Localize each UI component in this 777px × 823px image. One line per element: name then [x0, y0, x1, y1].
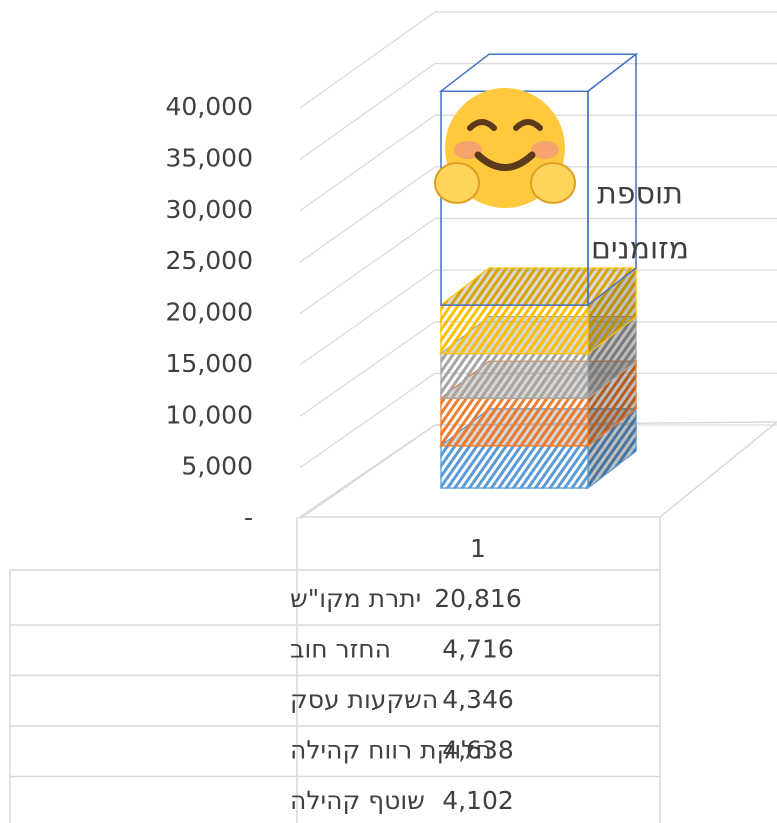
y-tick-label: 25,000: [166, 246, 253, 275]
grid-line: [299, 63, 777, 160]
legend-label: חלוקת רווח קהילה: [290, 736, 492, 765]
data-label: 4,102: [442, 786, 514, 815]
y-tick-label: 35,000: [166, 143, 253, 172]
y-tick-label: 30,000: [166, 195, 253, 224]
grid-line: [299, 372, 777, 469]
annotation: תוספת: [597, 177, 683, 212]
legend-label: יתרת מקו"ש: [290, 584, 421, 613]
legend-label: שוטף קהילה: [290, 786, 425, 815]
grid-line: [299, 269, 777, 366]
bar: [440, 352, 589, 399]
grid-line: [299, 217, 777, 314]
grid-line: [299, 166, 777, 263]
data-label: 4,716: [442, 635, 514, 664]
bar-top: [438, 53, 639, 92]
bar-side-shade: [588, 361, 636, 446]
data-label: 4,346: [442, 685, 514, 714]
bar-side-shade: [588, 408, 636, 488]
bar-side-shade: [588, 268, 636, 354]
bar: [440, 445, 589, 489]
y-tick-label: 10,000: [166, 400, 253, 429]
y-tick-label: 5,000: [181, 452, 253, 481]
x-tick-label: 1: [470, 534, 486, 563]
data-label: 20,816: [434, 584, 521, 613]
bar-side-shade: [588, 316, 636, 399]
y-tick-label: -: [244, 503, 253, 532]
bar-segment: [438, 52, 639, 307]
grid-line: [299, 11, 777, 109]
grid-line: [299, 321, 777, 417]
y-tick-label: 20,000: [166, 298, 253, 327]
annotation: מזומנים: [591, 232, 689, 267]
emoji: [434, 88, 576, 208]
legend-label: החזר חוב: [290, 635, 391, 664]
legend-label: השקעות עסק: [290, 685, 438, 714]
bar: [440, 397, 589, 447]
data-label: 4,638: [442, 736, 514, 765]
grid-line: [299, 424, 777, 520]
y-tick-label: 15,000: [166, 349, 253, 378]
y-tick-label: 40,000: [166, 92, 253, 121]
grid-line: [299, 114, 777, 212]
bar: [440, 304, 589, 355]
